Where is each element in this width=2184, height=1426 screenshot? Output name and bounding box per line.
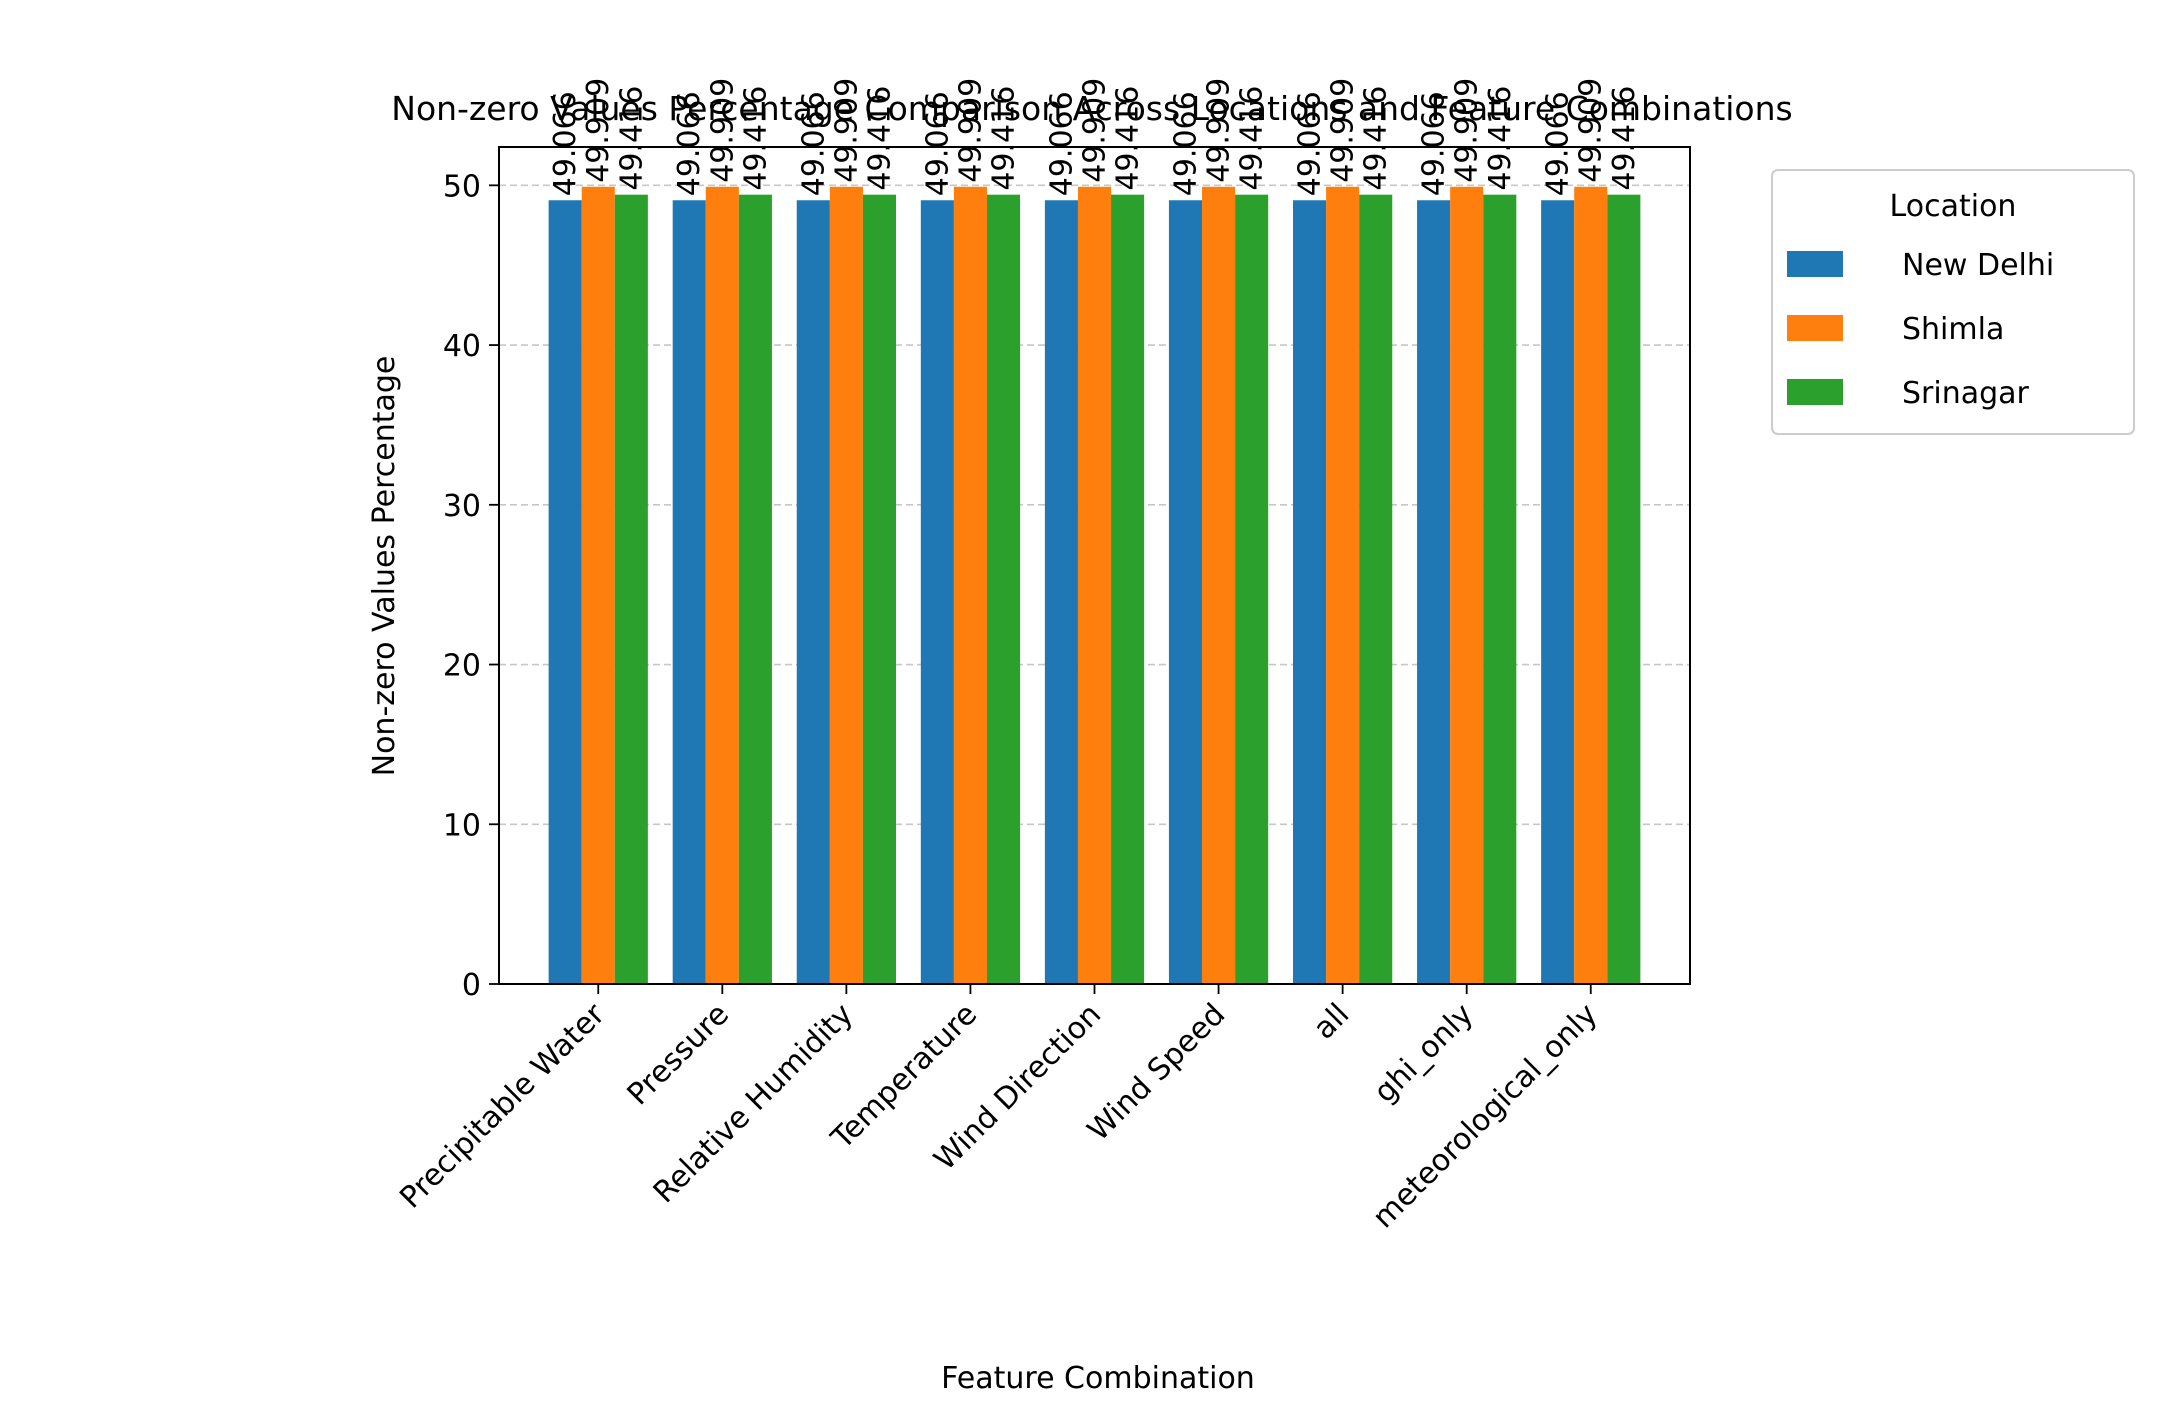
- bar: [1483, 194, 1517, 984]
- y-tick-label: 0: [462, 968, 481, 1003]
- bar-value-label: 49.066: [1541, 91, 1576, 196]
- y-tick-label: 10: [443, 808, 481, 843]
- bar: [920, 200, 954, 984]
- bar: [1077, 186, 1112, 985]
- y-tick-label: 30: [443, 489, 481, 524]
- bar: [1541, 200, 1575, 984]
- y-tick-label: 20: [443, 649, 481, 684]
- bar-value-label: 49.909: [581, 78, 616, 183]
- bar-value-label: 49.066: [672, 91, 707, 196]
- bar: [1044, 200, 1078, 984]
- bar: [614, 194, 648, 984]
- bar-value-label: 49.909: [1574, 78, 1609, 183]
- bar: [1235, 194, 1269, 984]
- bar: [1359, 194, 1393, 984]
- bar-value-label: 49.909: [1450, 78, 1485, 183]
- bar: [1326, 186, 1360, 985]
- bar-value-label: 49.416: [862, 86, 897, 191]
- bar: [1168, 200, 1203, 984]
- bar-value-label: 49.066: [1168, 91, 1203, 196]
- y-tick-label: 40: [443, 329, 481, 364]
- legend-label: Shimla: [1902, 312, 2004, 347]
- bar-value-label: 49.066: [1044, 91, 1079, 196]
- legend-title: Location: [1890, 189, 2017, 224]
- bar-value-label: 49.416: [1483, 86, 1518, 191]
- bar-value-label: 49.066: [1293, 91, 1328, 196]
- bar: [953, 186, 987, 985]
- bar: [1450, 186, 1484, 985]
- bar: [986, 194, 1021, 984]
- bar-value-label: 49.909: [829, 78, 864, 183]
- bar: [862, 194, 896, 984]
- bar: [1417, 200, 1451, 984]
- bar-value-label: 49.909: [1078, 78, 1113, 183]
- bar-value-label: 49.416: [1235, 86, 1270, 191]
- bar-value-label: 49.416: [738, 86, 773, 191]
- bar: [738, 194, 772, 984]
- legend-swatch: [1787, 251, 1843, 277]
- bar-value-label: 49.909: [1202, 78, 1237, 183]
- plot-frame: [498, 146, 1691, 985]
- bar-value-label: 49.416: [1359, 86, 1394, 191]
- bar-value-label: 49.909: [705, 78, 740, 183]
- bar: [548, 200, 582, 984]
- bar: [1111, 194, 1145, 984]
- legend: Location New Delhi Shimla Srinagar: [1771, 169, 2135, 435]
- bar-value-label: 49.909: [1326, 78, 1361, 183]
- bar-value-label: 49.066: [1417, 91, 1452, 196]
- legend-label: Srinagar: [1902, 376, 2030, 411]
- bar: [1202, 186, 1236, 985]
- bar: [672, 200, 706, 984]
- bar: [1574, 186, 1608, 985]
- legend-swatch: [1787, 315, 1843, 341]
- y-axis-label: Non-zero Values Percentage: [367, 356, 402, 777]
- bar-value-label: 49.066: [548, 91, 583, 196]
- bar: [1607, 194, 1641, 984]
- legend-frame: [1771, 169, 2135, 435]
- bar-value-label: 49.909: [953, 78, 988, 183]
- x-axis-label: Feature Combination: [941, 1361, 1255, 1396]
- bar-value-label: 49.416: [614, 86, 649, 191]
- bar: [705, 186, 739, 985]
- legend-items: New Delhi Shimla Srinagar: [1787, 248, 2054, 411]
- bar-value-label: 49.066: [796, 91, 831, 196]
- bar-value-label: 49.416: [1111, 86, 1146, 191]
- legend-swatch: [1787, 379, 1843, 405]
- bar-value-label: 49.416: [987, 86, 1022, 191]
- y-tick-label: 50: [443, 169, 481, 204]
- bar-value-label: 49.066: [920, 91, 955, 196]
- bar: [581, 186, 615, 985]
- bar: [829, 186, 863, 985]
- chart-title: Non-zero Values Percentage Comparison Ac…: [391, 89, 1792, 128]
- bar-value-label: 49.416: [1607, 86, 1642, 191]
- bar: [796, 200, 830, 984]
- bar: [1293, 200, 1327, 984]
- legend-label: New Delhi: [1902, 248, 2054, 283]
